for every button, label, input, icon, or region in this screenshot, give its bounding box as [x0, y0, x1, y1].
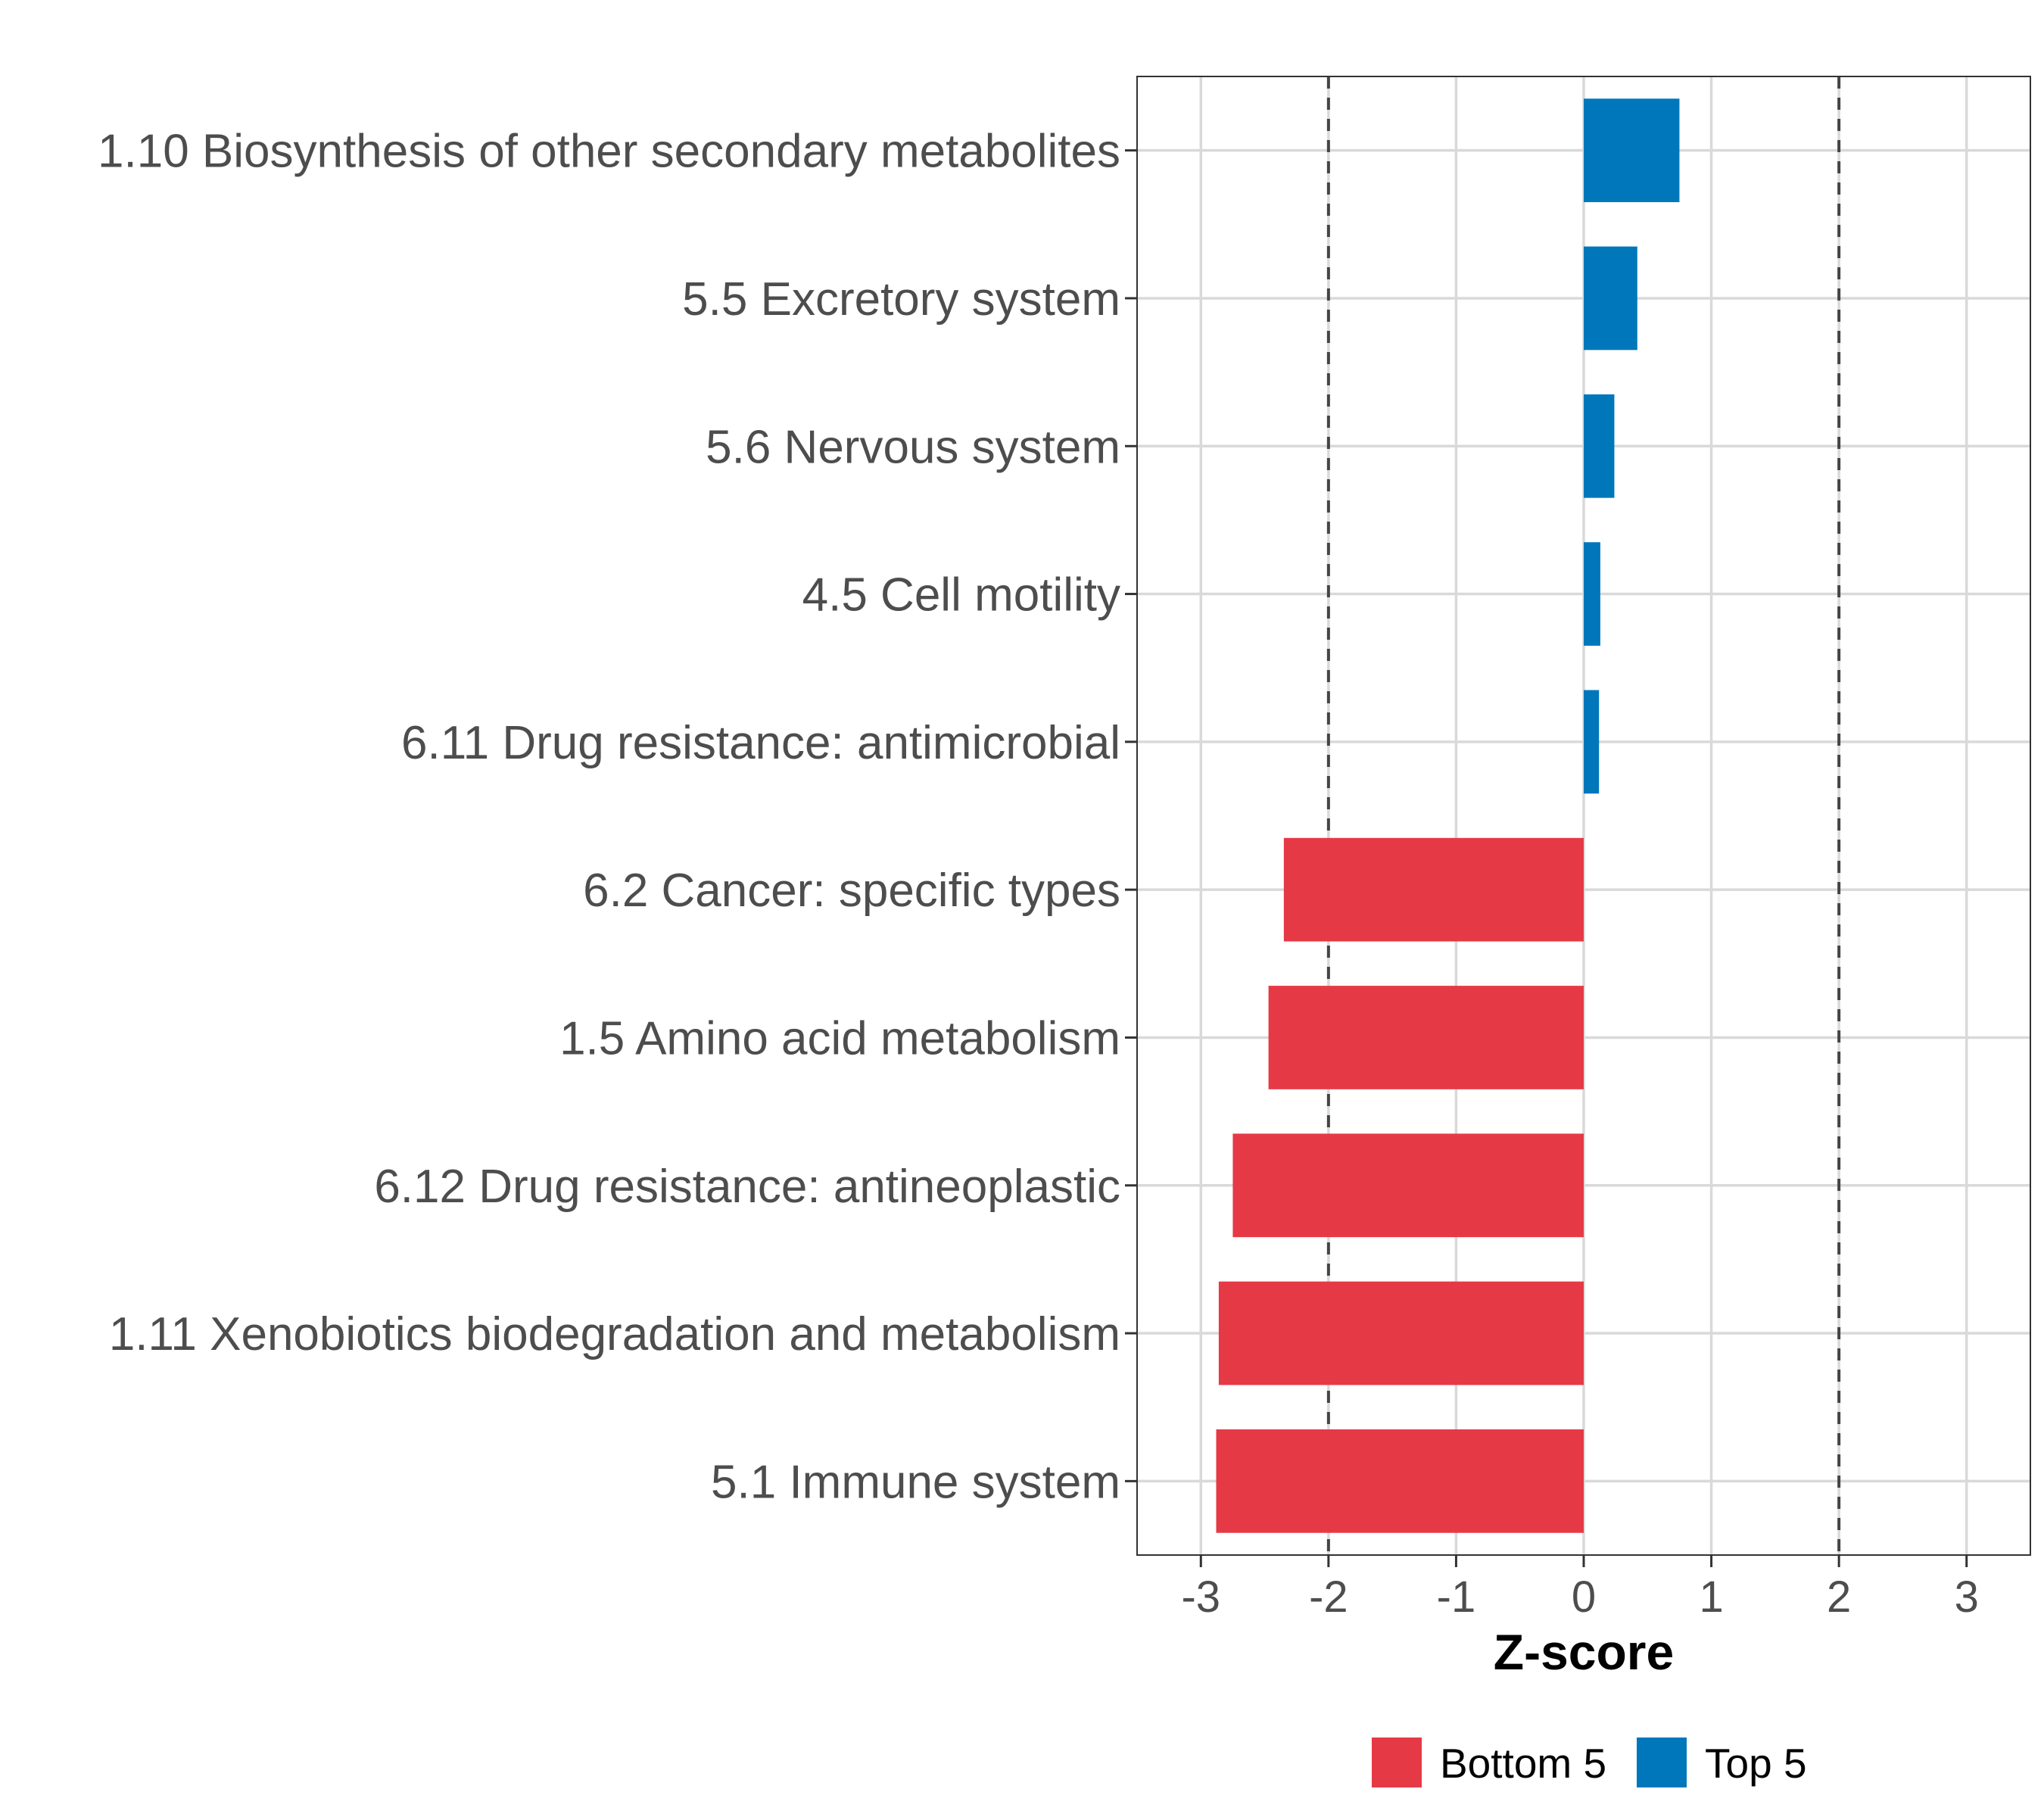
category-label: 6.12 Drug resistance: antineoplastic	[374, 1161, 1120, 1213]
x-tick-label: -2	[1309, 1572, 1348, 1622]
x-tick-label: 2	[1827, 1572, 1851, 1622]
legend: Bottom 5 Top 5	[1372, 1738, 1807, 1787]
category-label: 1.10 Biosynthesis of other secondary met…	[98, 126, 1120, 178]
y-axis: 1.10 Biosynthesis of other secondary met…	[98, 126, 1137, 1508]
category-label: 4.5 Cell motility	[802, 569, 1120, 622]
x-tick-label: 1	[1699, 1572, 1723, 1622]
x-tick-label: 3	[1955, 1572, 1979, 1622]
category-label: 5.5 Excretory system	[682, 273, 1120, 326]
category-label: 5.1 Immune system	[711, 1456, 1120, 1508]
bar	[1216, 1429, 1584, 1533]
legend-label: Bottom 5	[1440, 1740, 1606, 1787]
bar	[1584, 246, 1637, 351]
category-label: 6.11 Drug resistance: antimicrobial	[401, 717, 1120, 769]
legend-label: Top 5	[1705, 1740, 1807, 1787]
x-axis: -3 -2 -1 0 1 2 3	[1181, 1555, 1979, 1622]
legend-swatch	[1637, 1738, 1687, 1787]
x-tick-label: 0	[1572, 1572, 1596, 1622]
bar	[1584, 98, 1680, 203]
category-label: 5.6 Nervous system	[706, 421, 1120, 473]
bar	[1584, 690, 1600, 794]
x-tick-label: -3	[1181, 1572, 1220, 1622]
legend-swatch	[1372, 1738, 1422, 1787]
x-axis-title: Z-score	[1494, 1624, 1674, 1680]
category-label: 1.5 Amino acid metabolism	[559, 1012, 1120, 1064]
x-tick-label: -1	[1437, 1572, 1476, 1622]
bars	[1216, 98, 1680, 1533]
bar	[1268, 986, 1584, 1089]
category-label: 6.2 Cancer: specific types	[583, 865, 1120, 917]
bar	[1584, 542, 1600, 646]
bar	[1283, 837, 1584, 942]
category-label: 1.11 Xenobiotics biodegradation and meta…	[109, 1308, 1120, 1360]
bar	[1218, 1281, 1584, 1385]
bar	[1232, 1133, 1584, 1238]
bar	[1584, 394, 1615, 498]
